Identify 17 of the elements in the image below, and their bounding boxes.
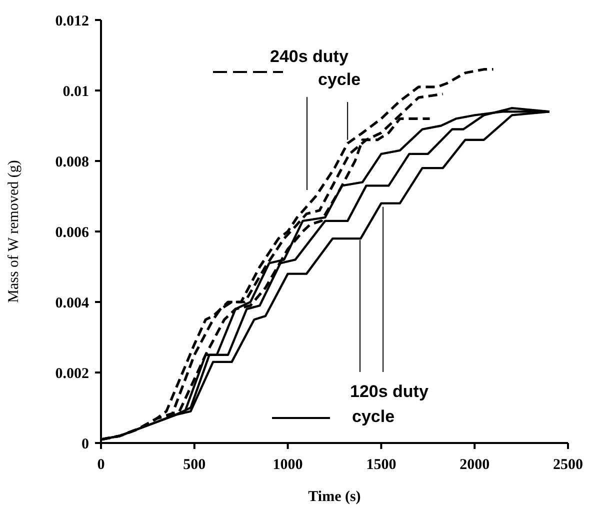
annotation: 120s duty cycle [350,382,429,426]
x-tick-label: 1000 [272,457,303,473]
x-tick-label: 2500 [553,457,583,473]
y-tick-label: 0.008 [55,154,89,170]
x-tick-label: 2000 [460,457,490,473]
y-axis-title: Mass of W removed (g) [6,160,22,303]
y-tick-label: 0.002 [55,366,89,382]
y-tick-label: 0.01 [62,84,89,100]
y-tick-label: 0.004 [55,295,90,312]
annotation: 240s duty cycle [270,47,361,89]
y-tick-label: 0.012 [55,13,89,30]
x-axis-title: Time (s) [308,489,361,505]
x-tick-label: 1500 [366,457,396,473]
y-tick-label: 0 [82,436,89,452]
x-tick-label: 500 [183,457,206,473]
x-tick-label: 0 [97,457,105,473]
y-tick-label: 0.006 [55,224,90,241]
